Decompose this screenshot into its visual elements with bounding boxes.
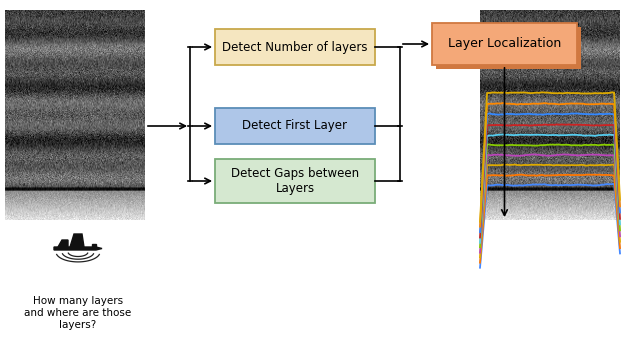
Ellipse shape — [98, 295, 126, 315]
Ellipse shape — [31, 295, 59, 315]
FancyBboxPatch shape — [215, 159, 375, 203]
Text: Layer Localization: Layer Localization — [448, 37, 561, 50]
Polygon shape — [58, 240, 68, 247]
Ellipse shape — [37, 298, 73, 322]
Circle shape — [77, 279, 83, 285]
Ellipse shape — [83, 309, 117, 331]
FancyBboxPatch shape — [215, 108, 375, 144]
Text: How many layers
and where are those
layers?: How many layers and where are those laye… — [24, 296, 132, 330]
FancyBboxPatch shape — [432, 23, 577, 65]
Polygon shape — [92, 244, 96, 247]
FancyBboxPatch shape — [436, 27, 581, 69]
Ellipse shape — [48, 289, 108, 315]
Text: Detect Number of layers: Detect Number of layers — [222, 41, 368, 54]
Text: Detect First Layer: Detect First Layer — [243, 119, 348, 133]
Text: Detect Gaps between
Layers: Detect Gaps between Layers — [231, 167, 359, 195]
Ellipse shape — [61, 316, 99, 340]
Ellipse shape — [33, 305, 83, 335]
Circle shape — [81, 261, 87, 267]
Ellipse shape — [82, 299, 118, 321]
Circle shape — [79, 270, 85, 276]
Polygon shape — [70, 234, 84, 247]
FancyBboxPatch shape — [215, 29, 375, 65]
Polygon shape — [54, 247, 102, 250]
